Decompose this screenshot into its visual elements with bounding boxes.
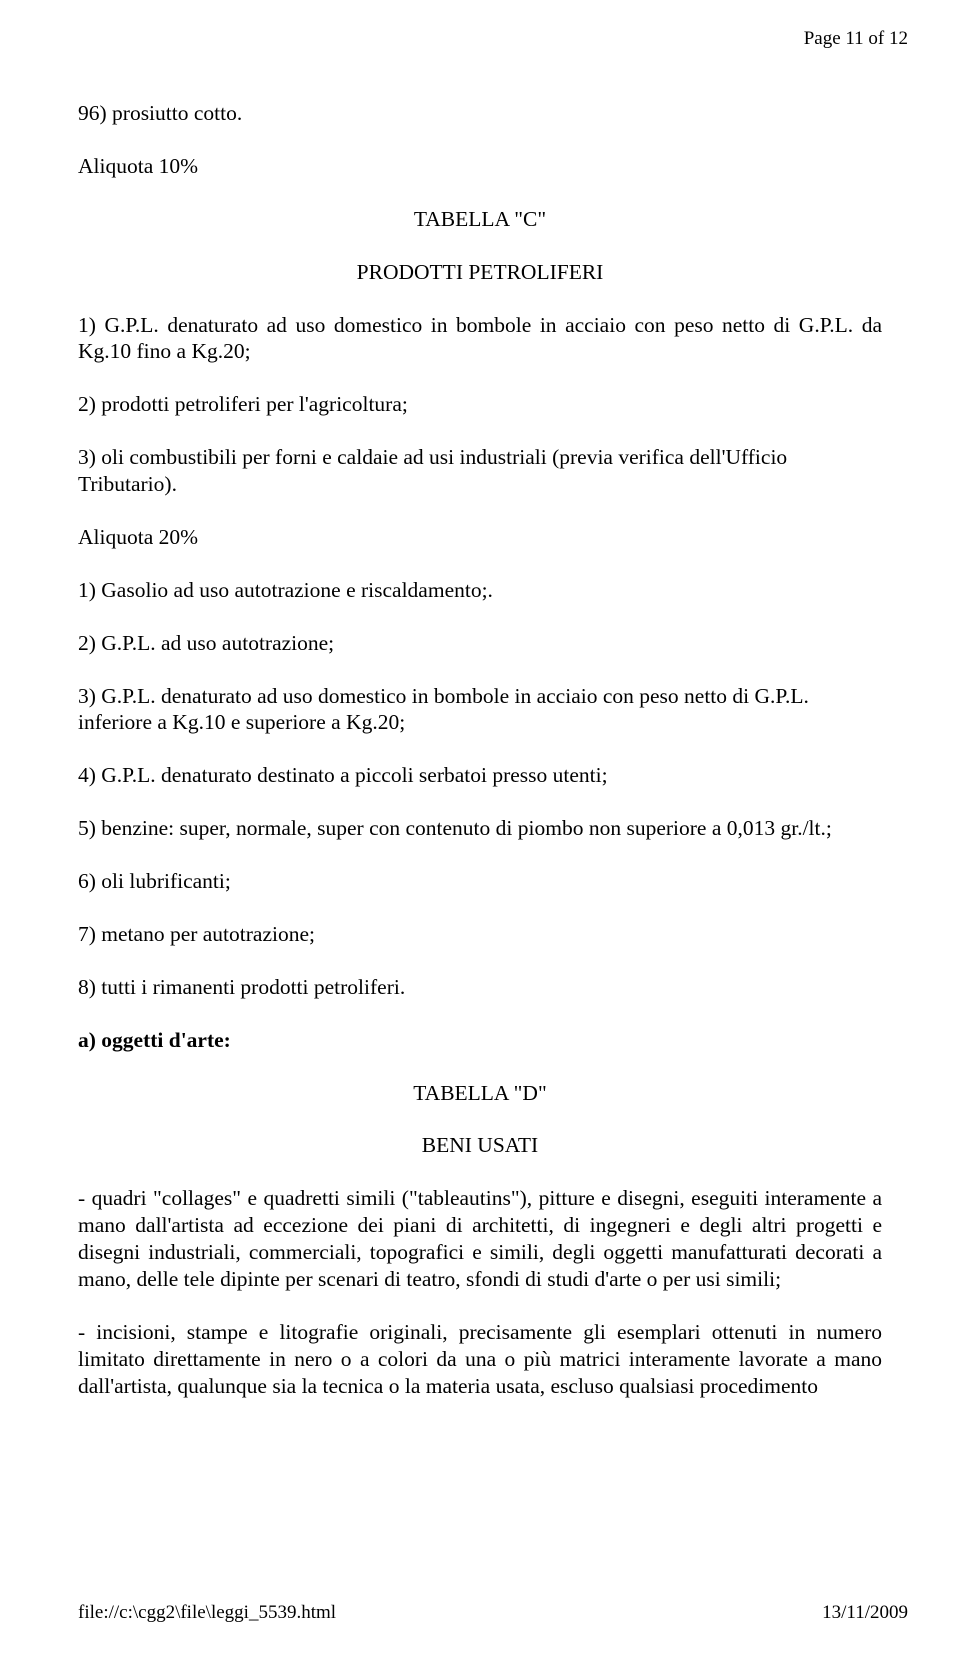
para-20-2: 2) G.P.L. ad uso autotrazione; (78, 630, 882, 657)
para-96: 96) prosiutto cotto. (78, 100, 882, 127)
document-page: Page 11 of 12 96) prosiutto cotto. Aliqu… (0, 0, 960, 1654)
heading-beni-usati: BENI USATI (78, 1132, 882, 1159)
heading-tabella-c: TABELLA "C" (78, 206, 882, 233)
para-d-incisioni: - incisioni, stampe e litografie origina… (78, 1319, 882, 1400)
para-20-5: 5) benzine: super, normale, super con co… (78, 815, 882, 842)
para-c-2: 2) prodotti petroliferi per l'agricoltur… (78, 391, 882, 418)
para-20-4: 4) G.P.L. denaturato destinato a piccoli… (78, 762, 882, 789)
para-c-3: 3) oli combustibili per forni e caldaie … (78, 444, 882, 498)
page-footer: file://c:\cgg2\file\leggi_5539.html 13/1… (78, 1602, 908, 1624)
heading-prodotti-petroliferi: PRODOTTI PETROLIFERI (78, 259, 882, 286)
heading-tabella-d: TABELLA "D" (78, 1080, 882, 1107)
para-oggetti-darte: a) oggetti d'arte: (78, 1027, 882, 1054)
para-20-7: 7) metano per autotrazione; (78, 921, 882, 948)
para-aliquota-10: Aliquota 10% (78, 153, 882, 180)
para-c-1: 1) G.P.L. denaturato ad uso domestico in… (78, 312, 882, 366)
para-aliquota-20: Aliquota 20% (78, 524, 882, 551)
para-20-6: 6) oli lubrificanti; (78, 868, 882, 895)
para-20-1: 1) Gasolio ad uso autotrazione e riscald… (78, 577, 882, 604)
footer-date: 13/11/2009 (822, 1602, 908, 1624)
page-number: Page 11 of 12 (804, 28, 908, 50)
para-20-8: 8) tutti i rimanenti prodotti petrolifer… (78, 974, 882, 1001)
page-content: 96) prosiutto cotto. Aliquota 10% TABELL… (78, 100, 882, 1399)
footer-filepath: file://c:\cgg2\file\leggi_5539.html (78, 1602, 336, 1624)
para-d-quadri: - quadri "collages" e quadretti simili (… (78, 1185, 882, 1293)
para-20-3: 3) G.P.L. denaturato ad uso domestico in… (78, 683, 882, 737)
